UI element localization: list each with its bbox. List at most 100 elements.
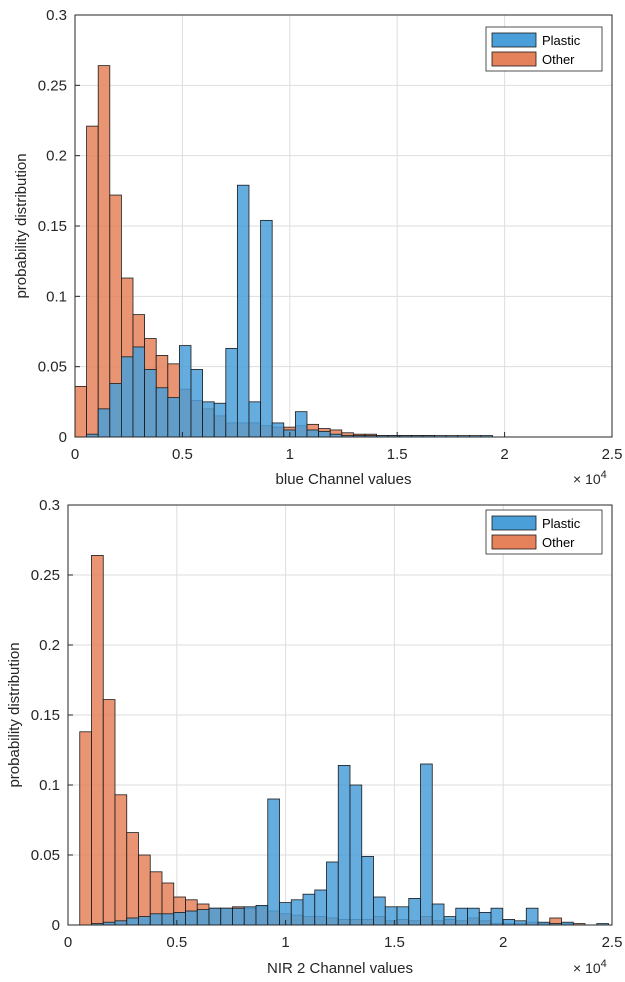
bar-plastic-4: [120, 356, 134, 438]
legend-swatch-plastic: [491, 32, 537, 48]
x-axis-label: blue Channel values: [276, 471, 412, 488]
bar-plastic-30: [431, 903, 445, 926]
bar-plastic-29: [420, 763, 433, 926]
bar-other-5: [138, 854, 151, 926]
y-axis-label: probability distribution: [13, 153, 30, 298]
legend: Plastic Other: [485, 26, 603, 72]
y-tick-label-0: 0: [52, 917, 60, 934]
x-tick-label-5: 2.5: [602, 446, 623, 463]
bar-plastic-34: [478, 911, 492, 926]
bar-other-2: [97, 65, 111, 438]
bar-plastic-9: [185, 910, 198, 926]
bar-plastic-12: [213, 402, 227, 438]
bar-other-0: [74, 385, 87, 438]
bar-plastic-25: [373, 896, 386, 926]
x-tick-label-4: 2: [499, 934, 507, 951]
bar-other-1: [91, 555, 104, 926]
bar-plastic-33: [467, 907, 480, 926]
bar-plastic-32: [455, 907, 468, 926]
y-tick-label-4: 0.2: [46, 148, 67, 165]
bar-plastic-24: [361, 855, 374, 926]
chart-svg-blue: 0 0.5 1 1.5 2 2.5 0 0.05 0.1 0.15 0.2 0.25 0.3 × 104 b…: [13, 7, 623, 488]
bar-plastic-19: [302, 893, 316, 926]
x-tick-label-3: 1.5: [387, 446, 408, 463]
histogram-blue-channel: 0 0.5 1 1.5 2 2.5 0 0.05 0.1 0.15 0.2 0.25 0.3 × 104 b…: [13, 7, 623, 488]
y-axis-label: probability distribution: [6, 642, 23, 787]
bar-plastic-38: [525, 907, 539, 926]
legend-label-other: Other: [542, 52, 575, 67]
legend-swatch-plastic: [491, 515, 537, 531]
bar-plastic-15: [255, 904, 269, 926]
bar-plastic-14: [236, 184, 250, 438]
y-tick-label-1: 0.05: [38, 359, 67, 376]
y-tick-label-2: 0.1: [46, 288, 67, 305]
legend: Plastic Other: [485, 509, 603, 555]
x-tick-label-1: 0.5: [166, 934, 187, 951]
bar-other-1: [86, 125, 99, 438]
bar-plastic-23: [349, 784, 363, 926]
bar-other-2: [102, 699, 116, 926]
bar-plastic-8: [173, 911, 186, 926]
chart-svg-nir2: 0 0.5 1 1.5 2 2.5 0 0.05 0.1 0.15 0.2 0.25 0.3 × 104 N…: [6, 497, 623, 977]
y-tick-label-5: 0.25: [31, 567, 60, 584]
bar-plastic-2: [97, 408, 111, 438]
bar-plastic-6: [149, 913, 163, 926]
legend-label-other: Other: [542, 535, 575, 550]
x-tick-label-5: 2.5: [602, 934, 623, 951]
bar-other-3: [114, 794, 128, 926]
bar-plastic-21: [326, 861, 339, 926]
legend-label-plastic: Plastic: [542, 516, 581, 531]
tick-labels: 0 0.5 1 1.5 2 2.5 0 0.05 0.1 0.15 0.2 0.25 0.3: [31, 497, 623, 951]
bar-plastic-31: [443, 916, 457, 926]
x-axis-label: NIR 2 Channel values: [267, 960, 413, 977]
bar-plastic-5: [138, 916, 151, 926]
x-exponent-label: × 104: [573, 958, 607, 976]
bar-plastic-17: [271, 422, 285, 438]
bar-plastic-11: [202, 401, 215, 438]
bar-plastic-12: [220, 907, 233, 926]
series-plastic: [91, 763, 609, 926]
bar-plastic-22: [337, 764, 351, 926]
bar-plastic-8: [167, 397, 180, 438]
bar-plastic-11: [208, 907, 222, 926]
bar-plastic-27: [396, 906, 410, 926]
bar-plastic-21: [318, 430, 331, 438]
x-tick-label-2: 1: [281, 934, 289, 951]
y-tick-label-5: 0.25: [38, 77, 67, 94]
histogram-nir2-channel: 0 0.5 1 1.5 2 2.5 0 0.05 0.1 0.15 0.2 0.25 0.3 × 104 N…: [0, 491, 625, 982]
bar-plastic-26: [384, 906, 398, 926]
bar-plastic-28: [408, 897, 421, 926]
bar-plastic-6: [144, 369, 157, 438]
bar-plastic-10: [190, 369, 203, 438]
bar-plastic-20: [306, 429, 319, 438]
series-plastic: [86, 184, 493, 438]
bar-other-0: [79, 731, 92, 926]
bar-plastic-14: [243, 906, 257, 926]
bar-plastic-7: [155, 387, 169, 438]
bar-plastic-4: [126, 917, 139, 926]
bar-other-4: [126, 832, 139, 926]
bar-plastic-18: [290, 899, 304, 926]
y-tick-label-3: 0.15: [38, 218, 67, 235]
x-tick-label-2: 1: [286, 446, 294, 463]
bar-plastic-37: [514, 920, 527, 926]
bar-plastic-3: [109, 383, 122, 438]
x-tick-label-0: 0: [71, 446, 79, 463]
bar-plastic-13: [225, 347, 238, 438]
legend-swatch-other: [491, 534, 537, 550]
y-tick-label-2: 0.1: [39, 777, 60, 794]
y-tick-label-0: 0: [59, 429, 67, 446]
bar-plastic-7: [161, 913, 175, 926]
x-tick-label-0: 0: [64, 934, 72, 951]
bar-plastic-16: [267, 798, 280, 926]
legend-label-plastic: Plastic: [542, 33, 581, 48]
legend-swatch-other: [491, 51, 537, 67]
bar-plastic-13: [232, 907, 245, 926]
bar-plastic-9: [178, 345, 192, 438]
bar-plastic-19: [294, 411, 308, 438]
y-tick-label-4: 0.2: [39, 637, 60, 654]
bar-plastic-10: [196, 909, 210, 926]
y-tick-label-1: 0.05: [31, 847, 60, 864]
x-tick-label-3: 1.5: [384, 934, 405, 951]
y-tick-label-3: 0.15: [31, 707, 60, 724]
